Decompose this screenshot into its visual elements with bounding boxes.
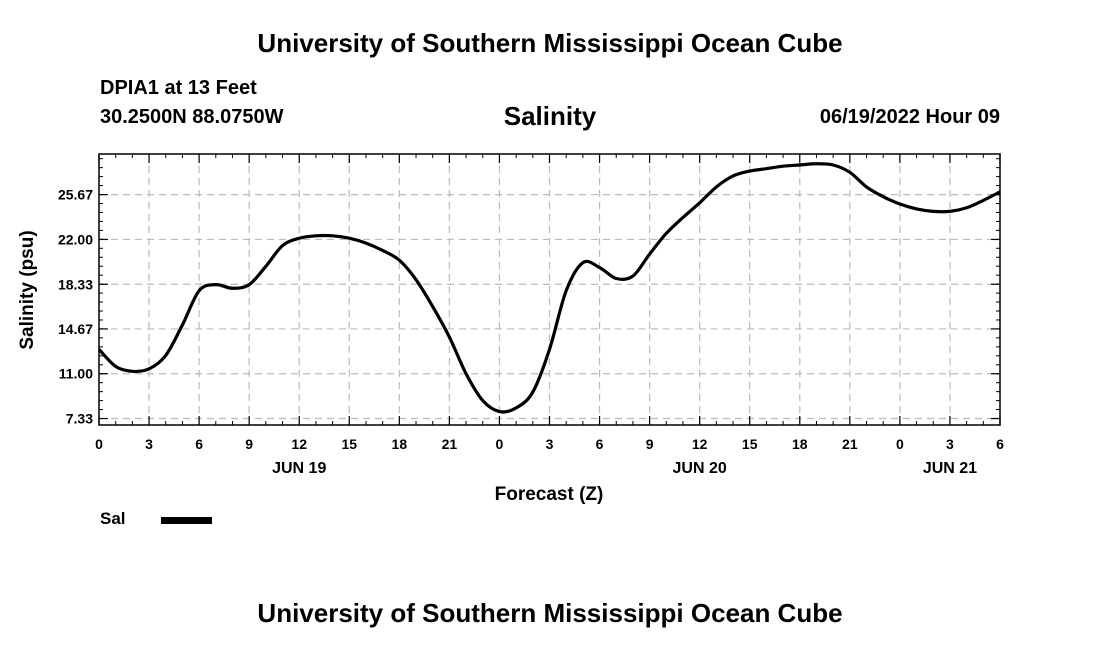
legend-swatch [161, 517, 212, 524]
tick-marks [98, 154, 1001, 425]
x-tick-label: 3 [946, 436, 954, 452]
date-label: JUN 20 [673, 460, 727, 477]
x-tick-label: 9 [245, 436, 253, 452]
chart-title: Salinity [503, 101, 597, 131]
series-line-sal [97, 162, 1001, 414]
x-tick-label: 0 [896, 436, 904, 452]
grid [99, 154, 1000, 425]
x-tick-label: 12 [291, 436, 307, 452]
x-tick-label: 6 [996, 436, 1004, 452]
y-tick-label: 22.00 [58, 231, 93, 247]
coordinates-label: 30.2500N 88.0750W [100, 106, 284, 128]
x-tick-label: 0 [95, 436, 103, 452]
x-tick-label: 3 [145, 436, 153, 452]
x-tick-label: 15 [742, 436, 758, 452]
x-tick-label: 3 [546, 436, 554, 452]
date-label: JUN 19 [272, 460, 326, 477]
x-axis-title: Forecast (Z) [495, 484, 604, 505]
x-tick-label: 15 [341, 436, 357, 452]
series-line-layer [97, 162, 1001, 414]
tick-labels: 7.33 11.00 14.67 18.33 22.00 25.67 0 3 6 9 12 15 18 2… [58, 187, 1004, 477]
y-tick-label: 25.67 [58, 187, 93, 203]
x-tick-label: 6 [195, 436, 203, 452]
y-tick-label: 14.67 [58, 321, 93, 337]
y-tick-label: 7.33 [66, 411, 93, 427]
y-tick-label: 18.33 [58, 276, 93, 292]
forecast-datetime: 06/19/2022 Hour 09 [819, 106, 1000, 128]
footer-title: University of Southern Mississippi Ocean… [257, 598, 843, 628]
x-tick-label: 9 [646, 436, 654, 452]
legend-label: Sal [100, 509, 126, 528]
x-tick-label: 12 [692, 436, 708, 452]
x-tick-label: 18 [392, 436, 408, 452]
station-label: DPIA1 at 13 Feet [100, 77, 257, 99]
date-label: JUN 21 [923, 460, 977, 477]
page-title: University of Southern Mississippi Ocean… [257, 28, 843, 58]
x-tick-label: 21 [442, 436, 458, 452]
x-tick-label: 18 [792, 436, 808, 452]
x-tick-label: 6 [596, 436, 604, 452]
x-tick-label: 21 [842, 436, 858, 452]
y-axis-title: Salinity (psu) [17, 230, 38, 349]
y-tick-label: 11.00 [59, 366, 93, 382]
x-tick-label: 0 [496, 436, 504, 452]
